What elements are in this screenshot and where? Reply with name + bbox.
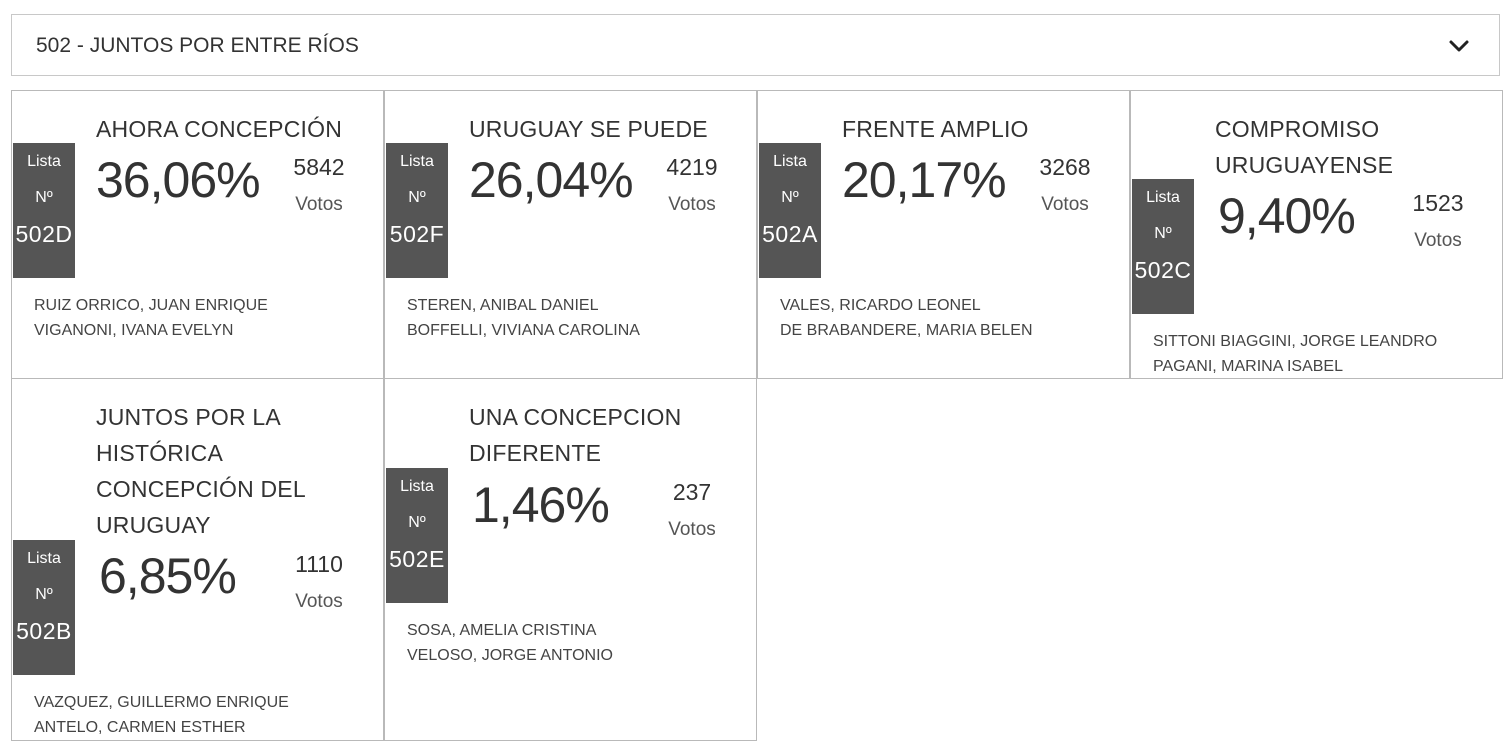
list-name: FRENTE AMPLIO	[842, 116, 1029, 142]
list-name-line: COMPROMISO	[1215, 116, 1380, 142]
party-accordion-header[interactable]: 502 - JUNTOS POR ENTRE RÍOS	[11, 14, 1500, 76]
list-name-line: URUGUAYENSE	[1215, 152, 1394, 178]
list-number-badge: Lista Nº 502B	[13, 540, 75, 675]
vote-count: 4219	[666, 154, 718, 180]
badge-number-sign: Nº	[408, 514, 426, 531]
list-name: UNA CONCEPCION DIFERENTE	[469, 399, 739, 471]
list-name: COMPROMISO URUGUAYENSE	[1215, 111, 1485, 183]
badge-number-sign: Nº	[408, 189, 426, 206]
votes-label: Votos	[295, 591, 343, 612]
votes-label: Votos	[668, 194, 716, 215]
candidate-2: DE BRABANDERE, MARIA BELEN	[780, 322, 1033, 339]
list-number-badge: Lista Nº 502F	[386, 143, 448, 278]
list-card-502b: JUNTOS POR LA HISTÓRICA CONCEPCIÓN DEL U…	[11, 378, 384, 741]
list-number-badge: Lista Nº 502A	[759, 143, 821, 278]
candidate-2: VIGANONI, IVANA EVELYN	[34, 322, 234, 339]
list-name-line: DIFERENTE	[469, 440, 602, 466]
vote-count: 3268	[1039, 154, 1091, 180]
candidate-1: RUIZ ORRICO, JUAN ENRIQUE	[34, 297, 268, 314]
list-card-502c: COMPROMISO URUGUAYENSE Lista Nº 502C 9,4…	[1130, 90, 1503, 379]
candidate-1: VALES, RICARDO LEONEL	[780, 297, 981, 314]
badge-number-sign: Nº	[1154, 225, 1172, 242]
vote-percentage: 1,46%	[472, 477, 610, 533]
list-name-line: CONCEPCIÓN DEL	[96, 476, 306, 502]
candidate-2: PAGANI, MARINA ISABEL	[1153, 358, 1343, 375]
candidate-names: SOSA, AMELIA CRISTINA VELOSO, JORGE ANTO…	[407, 618, 613, 668]
candidate-names: VAZQUEZ, GUILLERMO ENRIQUE ANTELO, CARME…	[34, 690, 289, 740]
list-card-502d: AHORA CONCEPCIÓN Lista Nº 502D 36,06% 58…	[11, 90, 384, 379]
list-name-line: UNA CONCEPCION	[469, 404, 682, 430]
votes-label: Votos	[668, 519, 716, 540]
list-name: AHORA CONCEPCIÓN	[96, 116, 343, 142]
list-name-line: JUNTOS POR LA	[96, 404, 281, 430]
badge-number-sign: Nº	[781, 189, 799, 206]
list-card-502a: FRENTE AMPLIO Lista Nº 502A 20,17% 3268 …	[757, 90, 1130, 379]
badge-label: Lista	[27, 153, 61, 170]
badge-label: Lista	[400, 153, 434, 170]
list-name-line: HISTÓRICA	[96, 440, 224, 466]
vote-count: 237	[672, 479, 712, 505]
votes-label: Votos	[1414, 230, 1462, 251]
badge-number-sign: Nº	[35, 586, 53, 603]
vote-percentage: 6,85%	[99, 548, 237, 604]
vote-percentage: 9,40%	[1218, 188, 1356, 244]
votes-label: Votos	[295, 194, 343, 215]
list-name-line: URUGUAY	[96, 512, 211, 538]
vote-percentage: 26,04%	[469, 152, 634, 208]
candidate-names: STEREN, ANIBAL DANIEL BOFFELLI, VIVIANA …	[407, 293, 640, 343]
candidate-1: SITTONI BIAGGINI, JORGE LEANDRO	[1153, 333, 1438, 350]
badge-list-code: 502B	[16, 618, 72, 644]
badge-label: Lista	[1146, 189, 1180, 206]
list-name: JUNTOS POR LA HISTÓRICA CONCEPCIÓN DEL U…	[96, 399, 366, 543]
candidate-2: BOFFELLI, VIVIANA CAROLINA	[407, 322, 640, 339]
candidate-names: RUIZ ORRICO, JUAN ENRIQUE VIGANONI, IVAN…	[34, 293, 268, 343]
list-card-502f: URUGUAY SE PUEDE Lista Nº 502F 26,04% 42…	[384, 90, 757, 379]
candidate-2: VELOSO, JORGE ANTONIO	[407, 647, 613, 664]
candidate-1: VAZQUEZ, GUILLERMO ENRIQUE	[34, 694, 289, 711]
candidate-names: VALES, RICARDO LEONEL DE BRABANDERE, MAR…	[780, 293, 1033, 343]
badge-number-sign: Nº	[35, 189, 53, 206]
vote-count: 5842	[293, 154, 345, 180]
candidate-1: SOSA, AMELIA CRISTINA	[407, 622, 597, 639]
vote-count: 1110	[295, 551, 343, 577]
candidate-names: SITTONI BIAGGINI, JORGE LEANDRO PAGANI, …	[1153, 329, 1438, 378]
badge-list-code: 502A	[762, 221, 818, 247]
badge-list-code: 502E	[389, 546, 445, 572]
badge-list-code: 502F	[389, 221, 445, 247]
badge-label: Lista	[773, 153, 807, 170]
list-name: URUGUAY SE PUEDE	[469, 116, 708, 142]
party-title: 502 - JUNTOS POR ENTRE RÍOS	[36, 34, 359, 57]
list-card-502e: UNA CONCEPCION DIFERENTE Lista Nº 502E 1…	[384, 378, 757, 741]
list-number-badge: Lista Nº 502D	[13, 143, 75, 278]
vote-count: 1523	[1412, 190, 1464, 216]
vote-percentage: 36,06%	[96, 152, 261, 208]
candidate-2: ANTELO, CARMEN ESTHER	[34, 719, 246, 736]
badge-label: Lista	[400, 478, 434, 495]
vote-percentage: 20,17%	[842, 152, 1007, 208]
list-number-badge: Lista Nº 502C	[1132, 179, 1194, 314]
badge-list-code: 502C	[1134, 257, 1192, 283]
list-number-badge: Lista Nº 502E	[386, 468, 448, 603]
badge-list-code: 502D	[15, 221, 73, 247]
badge-label: Lista	[27, 550, 61, 567]
candidate-1: STEREN, ANIBAL DANIEL	[407, 297, 599, 314]
chevron-down-icon[interactable]	[1447, 34, 1471, 58]
votes-label: Votos	[1041, 194, 1089, 215]
